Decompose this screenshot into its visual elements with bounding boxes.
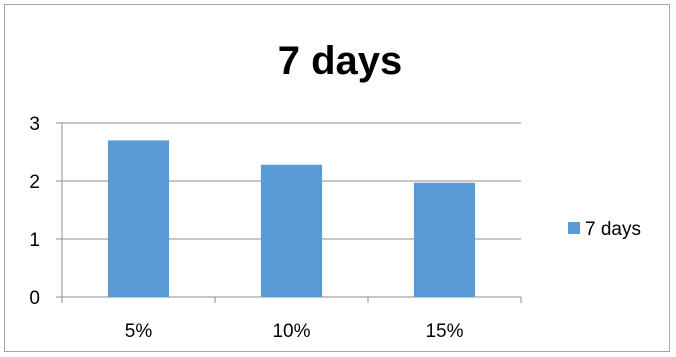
x-tick-label: 5% (125, 321, 153, 342)
legend-swatch (568, 222, 580, 234)
legend-label: 7 days (585, 219, 641, 240)
x-axis: 5% 10% 15% (61, 296, 522, 342)
y-axis: 0 1 2 3 (29, 114, 63, 309)
y-tick-label: 0 (29, 288, 40, 309)
y-tick-label: 2 (29, 172, 40, 193)
legend: 7 days (568, 219, 641, 240)
y-tick-label: 1 (29, 230, 40, 251)
y-tick-label: 3 (29, 114, 40, 135)
chart-title: 7 days (278, 39, 403, 83)
bar-10% (260, 164, 323, 297)
x-tick-label: 15% (425, 321, 463, 342)
bar-15% (413, 182, 476, 297)
bar-5% (107, 140, 170, 297)
bars (107, 140, 476, 297)
x-tick-label: 10% (272, 321, 310, 342)
